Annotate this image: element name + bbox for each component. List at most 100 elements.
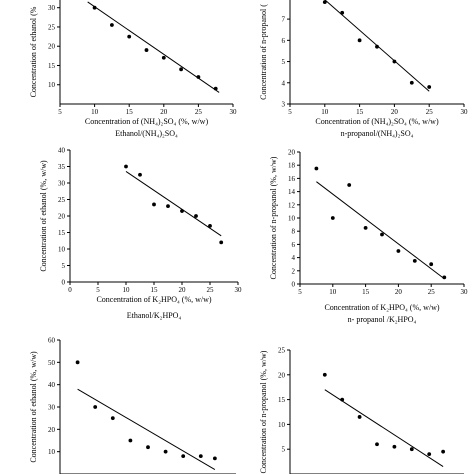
panel-0-data-point [92,5,97,10]
panel-3-data-point [442,275,447,280]
panel-5-data-point [357,415,362,419]
panel-0-y-tick-label: 30 [48,4,56,12]
panel-3-x-axis-label: Concentration of K₂HPO₄ (%, w/w) [324,303,439,312]
panel-5-data-point [340,397,345,402]
panel-4-y-tick-label: 10 [48,448,56,456]
panel-1-x-tick-label: 15 [356,108,364,116]
panel-5-y-axis-label: Concentration of n-propanol (%, w/w) [259,350,268,473]
panel-0-data-point [213,86,218,91]
panel-4-data-point [110,416,115,421]
panel-3-data-point [363,226,368,230]
panel-2-y-tick-label: 5 [62,262,66,270]
panel-3-y-tick-label: 0 [292,281,296,289]
panel-2-x-axis-label: Concentration of K₂HPO₄ (%, w/w) [96,295,211,304]
panel-2-caption: Ethanol/K₂HPO₄ [127,311,182,320]
panel-3-y-tick-label: 14 [288,188,296,196]
panel-3-trendline [316,181,445,280]
panel-2-data-point [152,202,156,207]
panel-4-data-point [93,405,98,409]
panel-2-y-tick-label: 10 [58,246,66,254]
panel-3-data-point [380,232,384,237]
panel-1-data-point [375,44,379,49]
panel-3-x-tick-label: 20 [395,288,403,296]
panel-0-x-tick-label: 10 [91,108,99,116]
panel-3-y-tick-label: 16 [288,175,296,183]
panel-5-y-tick-label: 20 [278,371,286,379]
panel-3-y-tick-label: 6 [292,241,296,249]
panel-0-y-tick-label: 10 [48,81,56,89]
panel-0-x-tick-label: 30 [230,108,238,116]
panel-4-y-tick-label: 30 [48,404,56,412]
panel-5-data-point [322,372,327,377]
panel-1-y-tick-label: 6 [282,37,286,45]
panel-0-data-point [110,23,114,27]
panel-3-y-axis-label: Concentration of n-propanol (%, w/w) [269,156,278,279]
chart-ethanol-third-salt: 10 20 30 40 50 60 Concentration of ethanol (%,… [29,337,236,474]
panel-3-y-tick-label: 4 [292,254,296,262]
panel-1-x-tick-label: 30 [461,108,469,116]
panel-4-y-tick-label: 50 [48,359,56,367]
panel-1-trendline [324,0,430,92]
chart-npropanol-ammonium-sulfate: 3 4 5 6 7 5 10 15 20 25 30 Concentration of n-propa… [259,0,468,138]
panel-1-data-point [409,80,414,85]
panel-0-x-tick-label: 5 [58,108,62,116]
panel-4-data-point [212,456,217,461]
panel-5-trendline [324,389,444,467]
panel-3-data-point [412,259,417,263]
panel-3-y-tick-label: 18 [288,162,296,170]
panel-3-x-tick-label: 15 [362,288,370,296]
panel-1-x-tick-label: 25 [426,108,434,116]
panel-2-x-tick-label: 5 [96,286,100,294]
panel-1-y-tick-label: 3 [282,101,286,109]
panel-4-y-axis-label: Concentration of ethanol (%, w/w) [29,351,38,463]
panel-2-y-tick-label: 15 [58,229,66,237]
panel-2-y-tick-label: 40 [58,147,66,155]
panel-4-y-tick-label: 60 [48,337,56,345]
panel-1-x-tick-label: 5 [288,108,292,116]
panel-1-y-tick-label: 5 [282,58,286,66]
panel-3-caption: n- propanol /K₂HPO₄ [348,315,417,324]
panel-5-y-tick-label: 25 [278,347,286,355]
panel-1-data-point [357,38,362,43]
panel-0-data-point [161,55,166,60]
panel-5-data-point [427,452,432,457]
panel-4-trendline [77,388,216,470]
panel-1-caption: n-propanol/(NH₄)₂SO₄ [341,129,414,138]
panel-3-y-tick-label: 10 [288,215,296,223]
panel-2-x-tick-label: 30 [235,286,243,294]
panel-1-y-axis-label: Concentration of n-propanol ( [259,4,268,100]
panel-3-y-tick-label: 20 [288,149,296,157]
chart-ethanol-ammonium-sulfate: 10 15 20 25 30 5 10 15 20 25 30 Concentration of et… [29,0,237,138]
panel-0-y-tick-label: 20 [48,43,56,51]
panel-2-x-tick-label: 20 [179,286,187,294]
panel-5-data-point [392,444,397,449]
panel-2-y-axis-label: Concentration of ethanol (%, w/w) [39,160,48,272]
panel-0-x-axis-label: Concentration of (NH₄)₂SO₄ (%, w/w) [85,117,209,126]
panel-0-caption: Ethanol/(NH₄)₂SO₄ [115,129,178,138]
panel-4-data-point [75,360,80,365]
panel-1-x-tick-label: 10 [321,108,329,116]
panel-2-y-tick-label: 20 [58,213,66,221]
panel-2-x-tick-label: 0 [68,286,72,294]
panel-1-y-tick-label: 7 [282,16,286,24]
panel-5-y-tick-label: 15 [278,396,286,404]
panel-3-data-point [396,249,401,253]
panel-1-x-axis-label: Concentration of (NH₄)₂SO₄ (%, w/w) [315,117,439,126]
panel-4-data-point [146,445,150,450]
panel-0-x-tick-label: 15 [126,108,134,116]
panel-2-x-tick-label: 10 [123,286,131,294]
panel-1-data-point [392,59,397,64]
panel-0-x-tick-label: 25 [195,108,203,116]
panel-1-y-tick-label: 4 [282,79,286,87]
panel-3-y-tick-label: 8 [292,228,296,236]
panel-2-x-tick-label: 15 [151,286,159,294]
panel-4-data-point [198,454,203,459]
panel-0-y-axis-label: Concentration of ethanol (% [29,6,38,97]
panel-4-data-point [128,438,133,443]
panel-4-data-point [181,454,186,459]
panel-0-trendline [87,1,220,93]
panel-0-data-point [144,48,149,52]
panel-2-data-point [138,172,142,177]
panel-1-data-point [427,85,432,89]
